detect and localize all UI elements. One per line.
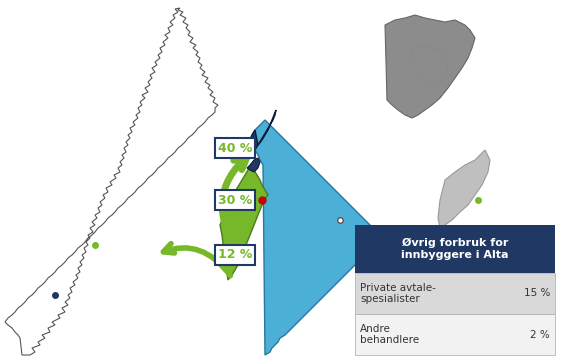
Text: 40 %: 40 % — [218, 142, 252, 155]
Polygon shape — [220, 165, 268, 280]
Polygon shape — [5, 8, 218, 355]
Polygon shape — [247, 158, 260, 172]
Bar — [355, 225, 555, 273]
Text: 2 %: 2 % — [530, 330, 550, 339]
Text: Andre
behandlere: Andre behandlere — [360, 324, 419, 345]
Text: 30 %: 30 % — [218, 193, 252, 206]
Polygon shape — [250, 110, 276, 150]
Polygon shape — [250, 120, 375, 355]
Polygon shape — [385, 15, 475, 118]
Text: 15 %: 15 % — [523, 288, 550, 299]
Polygon shape — [438, 150, 490, 228]
Text: Private avtale-
spesialister: Private avtale- spesialister — [360, 283, 436, 304]
Bar — [355, 314, 555, 355]
Bar — [355, 273, 555, 314]
Text: 12 %: 12 % — [218, 248, 252, 261]
Text: Øvrig forbruk for
innbyggere i Alta: Øvrig forbruk for innbyggere i Alta — [401, 238, 509, 260]
Polygon shape — [410, 45, 448, 85]
